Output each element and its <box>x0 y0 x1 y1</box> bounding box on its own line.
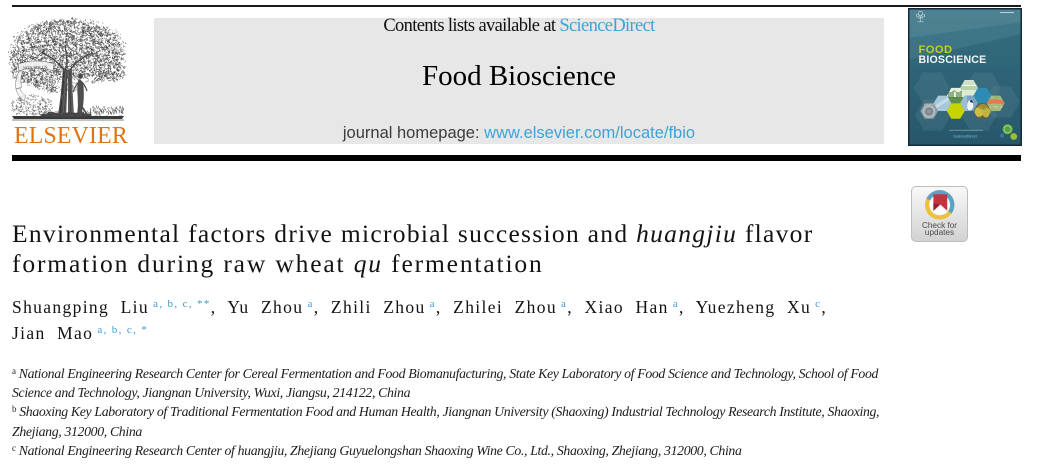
svg-text:BIOSCIENCE: BIOSCIENCE <box>919 54 987 66</box>
svg-text:NON SOLUS: NON SOLUS <box>23 65 48 71</box>
svg-text:ScienceDirect: ScienceDirect <box>953 134 977 138</box>
svg-text:FOOD: FOOD <box>919 44 953 56</box>
